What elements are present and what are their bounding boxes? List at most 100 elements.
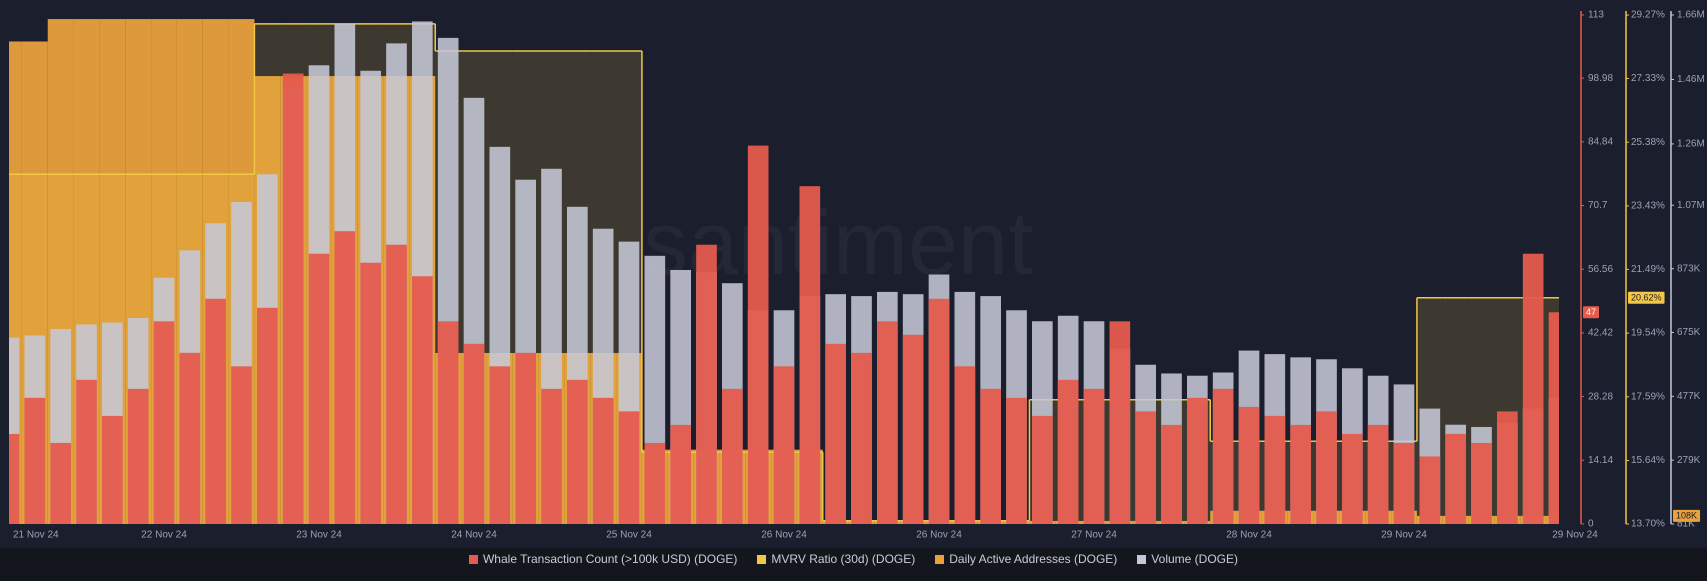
x-tick-label: 25 Nov 24 xyxy=(606,530,652,541)
y-tick-label: 1.46M xyxy=(1677,74,1705,85)
bar xyxy=(799,186,821,524)
legend-item[interactable]: Daily Active Addresses (DOGE) xyxy=(935,552,1117,566)
bar xyxy=(515,352,536,524)
x-tick-label: 26 Nov 24 xyxy=(916,530,962,541)
bar xyxy=(1367,424,1389,524)
bar xyxy=(386,244,407,525)
bar xyxy=(76,379,97,524)
y-tick-label: 1.07M xyxy=(1677,200,1705,211)
y-tick-label: 21.49% xyxy=(1631,264,1665,275)
bar xyxy=(463,343,485,524)
legend-item[interactable]: MVRV Ratio (30d) (DOGE) xyxy=(757,552,915,566)
bar xyxy=(567,379,588,524)
bar xyxy=(334,231,356,524)
y-tick-label: 56.56 xyxy=(1588,264,1613,275)
x-tick-label: 29 Nov 24 xyxy=(1381,530,1427,541)
legend-label: Volume (DOGE) xyxy=(1151,552,1238,566)
bar xyxy=(1445,433,1466,524)
bar xyxy=(1109,321,1131,524)
legend: Whale Transaction Count (>100k USD) (DOG… xyxy=(0,552,1707,566)
y-tick-label: 25.38% xyxy=(1631,137,1665,148)
bar xyxy=(825,343,846,524)
bar xyxy=(50,442,71,524)
bar xyxy=(205,298,226,524)
bar xyxy=(1264,415,1286,524)
legend-swatch xyxy=(468,554,478,564)
y-tick-label: 70.7 xyxy=(1588,200,1608,211)
legend-item[interactable]: Volume (DOGE) xyxy=(1137,552,1238,566)
bar xyxy=(24,397,46,524)
bar xyxy=(592,397,614,524)
y-tick-label: 19.54% xyxy=(1631,328,1665,339)
bar xyxy=(980,388,1001,524)
value-label-box xyxy=(1628,291,1665,304)
bar xyxy=(1161,424,1182,524)
bar xyxy=(282,73,304,524)
legend-swatch xyxy=(1137,554,1147,564)
bar xyxy=(153,321,175,524)
legend-label: MVRV Ratio (30d) (DOGE) xyxy=(771,552,916,566)
bar xyxy=(308,253,330,525)
bar xyxy=(773,366,795,524)
value-label: 108K xyxy=(1676,511,1697,521)
bar xyxy=(231,366,252,524)
bar xyxy=(257,307,278,524)
y-tick-label: 13.70% xyxy=(1631,519,1665,530)
y-tick-label: 873K xyxy=(1677,263,1701,274)
bar xyxy=(670,424,691,524)
bar xyxy=(877,321,898,524)
y-tick-label: 28.28 xyxy=(1588,391,1613,402)
bar xyxy=(1032,415,1053,524)
y-tick-label: 23.43% xyxy=(1631,201,1665,212)
y-tick-label: 1.26M xyxy=(1677,139,1705,150)
y-tick-label: 29.27% xyxy=(1631,10,1665,21)
bar xyxy=(851,352,872,524)
legend-label: Daily Active Addresses (DOGE) xyxy=(949,552,1118,566)
y-tick-label: 98.98 xyxy=(1588,73,1613,84)
legend-item[interactable]: Whale Transaction Count (>100k USD) (DOG… xyxy=(468,552,738,566)
bar xyxy=(954,366,976,524)
bar xyxy=(1290,424,1311,524)
x-tick-label: 29 Nov 24 xyxy=(1552,530,1598,541)
y-tick-label: 0 xyxy=(1588,519,1594,530)
bar xyxy=(1006,397,1027,524)
x-tick-label: 26 Nov 24 xyxy=(761,530,807,541)
y-tick-label: 279K xyxy=(1677,455,1701,466)
bar xyxy=(1238,406,1260,524)
bar xyxy=(127,388,149,524)
y-tick-label: 477K xyxy=(1677,391,1701,402)
bar xyxy=(9,337,20,524)
bar xyxy=(489,366,511,524)
bar xyxy=(1057,379,1079,524)
y-tick-label: 42.42 xyxy=(1588,328,1613,339)
x-tick-label: 27 Nov 24 xyxy=(1071,530,1117,541)
y-tick-label: 1.66M xyxy=(1677,10,1705,21)
bar xyxy=(1316,411,1337,524)
bar xyxy=(1342,433,1363,524)
bar xyxy=(1212,388,1234,524)
bar xyxy=(1393,442,1415,524)
bar xyxy=(102,415,123,524)
bar xyxy=(179,352,201,524)
x-tick-label: 21 Nov 24 xyxy=(13,530,59,541)
bar xyxy=(1548,312,1559,524)
y-tick-label: 675K xyxy=(1677,327,1701,338)
bar xyxy=(1083,388,1105,524)
legend-swatch xyxy=(935,554,945,564)
legend-swatch xyxy=(757,554,767,564)
bar xyxy=(928,298,950,524)
x-tick-label: 23 Nov 24 xyxy=(296,530,342,541)
y-tick-label: 27.33% xyxy=(1631,73,1665,84)
legend-label: Whale Transaction Count (>100k USD) (DOG… xyxy=(482,552,738,566)
bar xyxy=(412,276,433,524)
bar xyxy=(644,442,666,524)
bar xyxy=(437,321,459,524)
y-tick-label: 113 xyxy=(1588,10,1604,21)
x-tick-label: 24 Nov 24 xyxy=(451,530,497,541)
bar xyxy=(360,262,381,524)
value-label: 47 xyxy=(1586,307,1596,317)
bar xyxy=(1187,397,1208,524)
y-tick-label: 15.64% xyxy=(1631,455,1665,466)
bar xyxy=(618,411,640,524)
bar xyxy=(541,388,562,524)
